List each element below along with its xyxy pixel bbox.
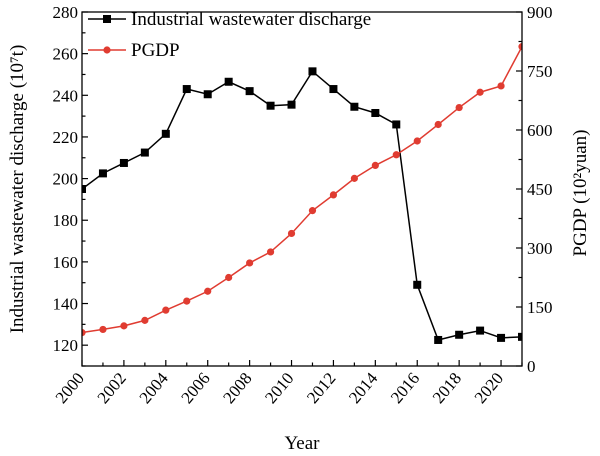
data-point	[287, 229, 296, 238]
x-tick-label: 2016	[387, 369, 423, 407]
data-point	[82, 185, 86, 193]
x-tick-label: 2002	[94, 369, 130, 407]
series-line	[82, 70, 522, 341]
data-point	[455, 330, 464, 339]
x-tick-label: 2014	[345, 368, 382, 407]
x-tick-label: 2010	[261, 369, 297, 407]
data-point	[266, 248, 275, 256]
data-point	[371, 161, 379, 169]
data-point	[434, 120, 442, 129]
data-point	[518, 43, 522, 51]
data-point	[392, 151, 400, 159]
data-point	[476, 88, 484, 96]
data-point	[224, 77, 233, 86]
y-left-tick-label: 140	[53, 295, 79, 314]
x-tick-label: 2012	[303, 369, 339, 407]
data-point	[246, 259, 254, 267]
legend-label: Industrial wastewater discharge	[131, 9, 371, 30]
axes: 2000 2002 2004 2006 2008 2010 2012 2014 2016 2018…	[52, 3, 553, 407]
data-point	[497, 82, 505, 90]
data-point	[413, 137, 421, 145]
x-axis-title: Year	[284, 433, 320, 454]
data-point	[350, 174, 358, 182]
y-left-tick-label: 120	[53, 336, 79, 355]
data-point	[329, 191, 338, 199]
data-point	[350, 102, 359, 111]
y-right-tick-label: 300	[527, 239, 553, 258]
data-point	[98, 169, 107, 178]
y-right-tick-label: 0	[527, 357, 536, 376]
y-right-tick-label: 150	[527, 298, 553, 317]
legend-entry: Industrial wastewater discharge	[88, 9, 371, 30]
series-1	[82, 67, 522, 344]
plot-frame	[81, 11, 523, 367]
data-point	[266, 101, 275, 110]
data-point	[99, 325, 107, 334]
data-point	[392, 120, 401, 129]
x-tick-label: 2004	[135, 368, 172, 407]
data-point	[245, 87, 254, 96]
data-point	[308, 207, 317, 215]
data-point	[141, 316, 149, 324]
data-point	[119, 158, 128, 167]
y-left-tick-label: 200	[53, 170, 79, 189]
legend-swatch-marker	[103, 46, 111, 54]
data-point	[371, 108, 380, 117]
x-tick-label: 2006	[177, 369, 213, 407]
y-right-tick-label: 600	[527, 121, 553, 140]
y-left-tick-label: 240	[53, 86, 79, 105]
data-point	[140, 148, 149, 157]
data-point	[329, 85, 338, 94]
data-point	[120, 322, 128, 330]
data-point	[183, 297, 191, 305]
data-point	[82, 328, 86, 337]
y-right-tick-label: 750	[527, 62, 553, 81]
y-left-tick-label: 160	[53, 253, 79, 272]
series-line	[82, 46, 522, 334]
data-point	[203, 90, 212, 99]
x-tick-label: 2020	[471, 369, 507, 407]
data-point	[476, 326, 485, 335]
data-point	[182, 85, 191, 94]
legend-swatch-marker	[103, 15, 111, 23]
y-left-axis-title: Industrial wastewater discharge (10⁷t)	[7, 45, 28, 334]
y-left-tick-label: 260	[53, 45, 79, 64]
x-tick-label: 2018	[429, 369, 465, 407]
data-point	[308, 67, 317, 76]
data-point	[413, 280, 422, 289]
x-tick-label: 2000	[52, 369, 88, 407]
data-point	[204, 287, 212, 295]
series-2	[82, 43, 522, 337]
y-right-tick-label: 450	[527, 180, 553, 199]
y-right-tick-label: 900	[527, 3, 553, 22]
data-point	[162, 306, 170, 314]
data-point	[225, 273, 233, 282]
data-point	[287, 100, 296, 109]
data-point	[455, 103, 463, 112]
y-left-tick-label: 220	[53, 128, 79, 147]
legend-label: PGDP	[131, 40, 180, 61]
legend-entry: PGDP	[88, 40, 180, 61]
legend: Industrial wastewater discharge PGDP	[88, 9, 371, 61]
plot-area	[82, 43, 522, 344]
data-point	[161, 129, 170, 138]
y-left-tick-label: 180	[53, 211, 79, 230]
data-point	[434, 335, 443, 344]
y-left-tick-label: 280	[53, 3, 79, 22]
data-point	[497, 333, 506, 342]
y-right-axis-title: PGDP (10²yuan)	[570, 130, 591, 257]
x-tick-label: 2008	[219, 369, 255, 407]
